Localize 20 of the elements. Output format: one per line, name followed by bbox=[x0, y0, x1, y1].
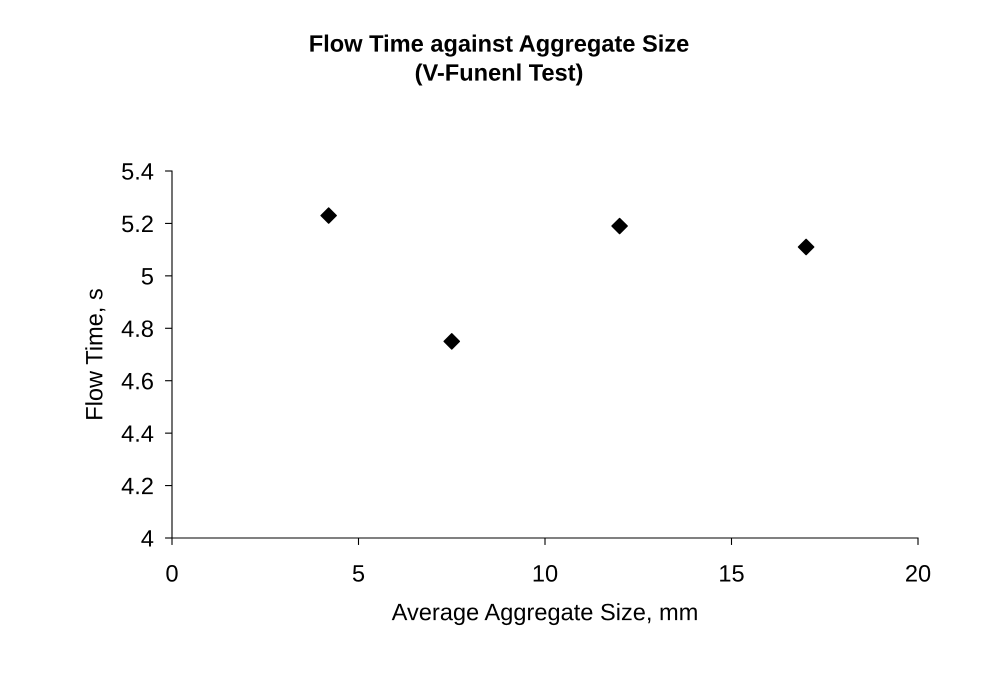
y-tick-label: 4.6 bbox=[122, 372, 153, 390]
y-tick-label: 4.2 bbox=[122, 478, 153, 494]
y-tick-label: 5 bbox=[142, 268, 153, 285]
y-tick-label: 5.2 bbox=[122, 215, 153, 232]
chart-title: Flow Time against Aggregate Size (V-Funenl Test) bbox=[310, 34, 688, 86]
x-tick-label: 15 bbox=[720, 565, 744, 582]
x-axis-title: Average Aggregate Size, mm bbox=[392, 603, 697, 626]
x-tick-label: 0 bbox=[166, 565, 178, 582]
x-tick-label: 20 bbox=[906, 565, 930, 582]
x-tick-label: 10 bbox=[534, 565, 558, 582]
point bbox=[798, 238, 814, 256]
y-tick-label: 4 bbox=[141, 530, 154, 547]
x-tick-label: 5 bbox=[352, 565, 364, 582]
point bbox=[320, 207, 337, 224]
y-tick-label: 4.8 bbox=[122, 320, 153, 338]
point bbox=[443, 333, 460, 350]
point bbox=[611, 218, 628, 234]
y-tick-label: 5.4 bbox=[122, 163, 154, 180]
y-axis-title: Flow Time, s bbox=[85, 289, 106, 419]
y-tick-label: 4.4 bbox=[122, 425, 154, 442]
